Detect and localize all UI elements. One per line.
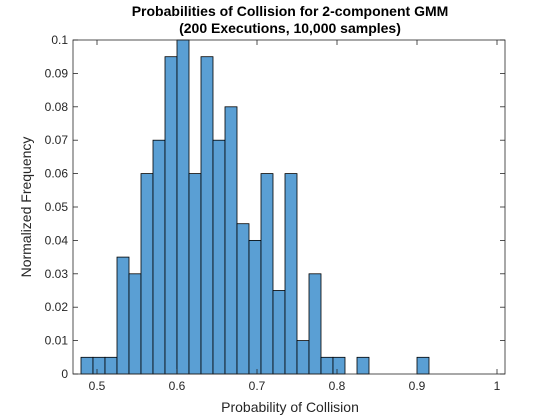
histogram-bar (260, 173, 274, 375)
histogram-bars (80, 39, 430, 375)
x-tick-label: 0.9 (409, 379, 426, 393)
histogram-bar (200, 56, 214, 375)
y-tick-label: 0.06 (45, 167, 69, 181)
y-tick-label: 0.01 (45, 334, 69, 348)
y-tick-label: 0.02 (45, 300, 69, 314)
histogram-bar (140, 173, 154, 375)
y-tick-label: 0.04 (45, 233, 69, 247)
chart-title-line-2: (200 Executions, 10,000 samples) (179, 20, 401, 36)
histogram-bar (92, 356, 106, 375)
axes: 0.5 0.6 0.7 0.8 0.9 1 0 0.01 0.02 0.03 0.04 0.05 0.0… (45, 33, 506, 393)
histogram-bar (116, 256, 130, 375)
x-tick-label: 0.5 (89, 379, 106, 393)
y-tick-label: 0.1 (51, 33, 68, 47)
histogram-bar (176, 39, 190, 375)
y-tick-label: 0.09 (45, 66, 69, 80)
x-axis-label: Probability of Collision (221, 399, 359, 415)
histogram-bar (224, 106, 238, 375)
y-tick-label: 0.08 (45, 100, 69, 114)
x-tick-label: 0.8 (329, 379, 346, 393)
histogram-bar (164, 56, 178, 375)
histogram-bar (356, 356, 370, 375)
histogram-bar (308, 273, 322, 375)
chart-title-line-1: Probabilities of Collision for 2-compone… (132, 3, 449, 19)
histogram-bar (128, 273, 142, 375)
histogram-bar (284, 173, 298, 375)
y-tick-label: 0.07 (45, 133, 69, 147)
histogram-bar (320, 356, 334, 375)
y-tick-label: 0.03 (45, 267, 69, 281)
histogram-bar (296, 340, 310, 375)
y-tick-label: 0 (61, 367, 68, 381)
x-tick-label: 0.6 (169, 379, 186, 393)
histogram-bar (272, 290, 286, 375)
histogram-bar (188, 173, 202, 375)
histogram-bar (416, 356, 430, 375)
y-tick-label: 0.05 (45, 200, 69, 214)
histogram-bar (80, 356, 94, 375)
x-tick-label: 1 (494, 379, 501, 393)
histogram-bar (332, 356, 346, 375)
histogram-bar (236, 223, 250, 375)
histogram-bar (152, 139, 166, 375)
histogram-bar (248, 239, 262, 375)
histogram-bar (104, 356, 118, 375)
y-axis-label: Normalized Frequency (18, 137, 34, 278)
histogram-bar (212, 139, 226, 375)
x-tick-label: 0.7 (249, 379, 266, 393)
